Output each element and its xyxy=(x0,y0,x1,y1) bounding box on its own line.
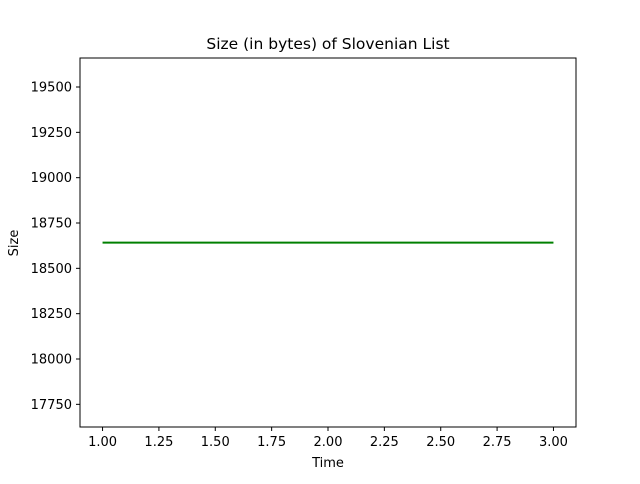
x-tick-label: 1.25 xyxy=(144,435,173,450)
x-axis-label: Time xyxy=(311,456,344,471)
y-tick-label: 19000 xyxy=(31,171,72,186)
y-tick-label: 18000 xyxy=(31,353,72,368)
y-tick-label: 18500 xyxy=(31,262,72,277)
x-tick-label: 2.25 xyxy=(370,435,399,450)
y-tick-label: 18750 xyxy=(31,217,72,232)
y-tick-label: 19500 xyxy=(31,81,72,96)
chart-title: Size (in bytes) of Slovenian List xyxy=(206,35,449,53)
x-tick-label: 1.00 xyxy=(88,435,117,450)
y-tick-label: 18250 xyxy=(31,307,72,322)
y-tick-label: 17750 xyxy=(31,398,72,413)
x-tick-label: 1.50 xyxy=(201,435,230,450)
x-tick-label: 2.50 xyxy=(426,435,455,450)
x-tick-label: 3.00 xyxy=(539,435,568,450)
y-tick-label: 19250 xyxy=(31,126,72,141)
x-tick-label: 1.75 xyxy=(257,435,286,450)
x-tick-label: 2.00 xyxy=(314,435,343,450)
y-axis-label: Size xyxy=(7,230,22,257)
plot-area: 1.00 1.25 1.50 1.75 2.00 2.25 2.50 2.75 3.00 1775… xyxy=(31,57,577,450)
x-tick-label: 2.75 xyxy=(483,435,512,450)
